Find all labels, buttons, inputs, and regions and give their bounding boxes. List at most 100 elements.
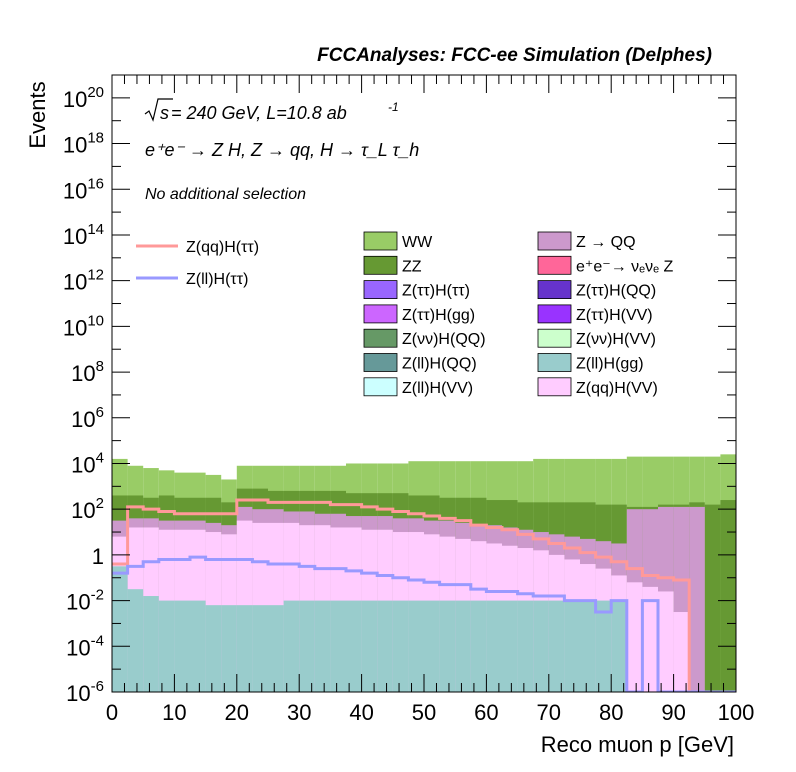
bar-z-ll-h-gg--12	[299, 600, 315, 692]
bar-z-ll-h-gg--32	[611, 600, 627, 692]
legend-swatch	[537, 328, 572, 348]
x-tick-label: 30	[287, 700, 311, 725]
bar-z-qq-h-vv--36	[673, 612, 690, 692]
energy-prefix: s	[160, 103, 169, 123]
legend-swatch	[537, 280, 572, 300]
bar-z-ll-h-gg--25	[502, 600, 518, 692]
legend-label: e⁺e⁻→ νₑνₑ Z	[576, 258, 673, 275]
annotation-block: s = 240 GeV, L=10.8 ab -1 e⁺e⁻ → Z H, Z …	[144, 98, 419, 203]
bar-z-ll-h-gg--15	[346, 600, 362, 692]
legend-swatch	[363, 304, 398, 324]
y-tick-label: 10-6	[66, 678, 104, 706]
bar-z-ll-h-gg--21	[439, 600, 456, 692]
legend-label: Z(ll)H(VV)	[402, 380, 473, 397]
y-tick-label: 106	[71, 404, 104, 432]
bar-z-qq-h-vv--35	[658, 591, 674, 692]
lumi-exponent: -1	[388, 100, 399, 114]
x-tick-label: 70	[537, 700, 561, 725]
y-tick-label: 108	[71, 358, 104, 386]
bar-z-ll-h-gg--31	[595, 600, 612, 692]
legend-label: Z(ll)H(gg)	[576, 356, 644, 373]
legend-label: ZZ	[402, 258, 422, 275]
legend-label: Z(ll)H(QQ)	[402, 356, 477, 373]
bar-z-ll-h-gg--1	[127, 589, 144, 692]
bar-z-ll-h-gg--2	[143, 596, 159, 692]
bar-z-ll-h-gg--4	[174, 600, 190, 692]
bar-z-ll-h-gg--19	[408, 600, 424, 692]
bar-z-ll-h-gg--16	[361, 600, 378, 692]
legend-fills: WW Z → QQ ZZ e⁺e⁻→ νₑνₑ Z Z(ττ)H(ττ) Z(ττ)H(Q…	[363, 231, 673, 397]
bar-z-ll-h-gg--6	[205, 605, 222, 692]
bar-z-ll-h-gg--8	[236, 605, 253, 692]
legend-swatch	[537, 377, 572, 397]
x-tick-label: 0	[106, 700, 118, 725]
bar-z-ll-h-gg--3	[158, 600, 175, 692]
x-tick-label: 50	[412, 700, 436, 725]
axes: 0 10 20 30 40 50 60 70 80 90 10010-610-410-2110210…	[63, 74, 755, 725]
y-tick-label: 10-4	[66, 632, 104, 660]
y-tick-label: 10-2	[66, 587, 104, 615]
legend-swatch	[363, 377, 398, 397]
y-tick-label: 1016	[63, 175, 104, 203]
legend-label: Z(ττ)H(ττ)	[402, 283, 470, 300]
bar-z-ll-h-gg--29	[564, 600, 580, 692]
y-tick-label: 104	[71, 449, 104, 477]
process-text: e⁺e⁻ → Z H, Z → qq, H → τ_L τ_h	[145, 140, 419, 160]
bar-z-ll-h-gg--0	[112, 566, 128, 692]
legend-swatch	[363, 255, 398, 275]
bar-z-ll-h-gg--13	[314, 600, 331, 692]
legend-label: Z → QQ	[576, 234, 636, 251]
legend-swatch	[537, 304, 572, 324]
signal-lines	[112, 498, 736, 692]
x-tick-label: 10	[162, 700, 186, 725]
legend-label: Z(νν)H(QQ)	[402, 331, 486, 348]
bar-zz-39	[720, 500, 736, 692]
selection-text: No additional selection	[145, 186, 306, 203]
line-z-qq-h-	[112, 498, 736, 692]
bar-z-ll-h-gg--27	[533, 600, 549, 692]
legend-swatch	[363, 231, 398, 251]
bar-z-ll-h-gg--5	[190, 600, 206, 692]
x-tick-label: 90	[661, 700, 685, 725]
legend-line-label: Z(ll)H(ττ)	[186, 271, 248, 288]
bar-z-qq-h-vv--33	[626, 582, 643, 692]
x-tick-label: 40	[349, 700, 373, 725]
bar-z-ll-h-gg--17	[377, 600, 393, 692]
legend-label: Z(ττ)H(gg)	[402, 307, 475, 324]
x-tick-label: 60	[474, 700, 498, 725]
sqrt-symbol	[144, 98, 173, 122]
bar-zz-38	[704, 504, 721, 692]
y-tick-label: 1012	[63, 267, 104, 295]
y-tick-label: 1	[92, 544, 104, 569]
legend-swatch	[537, 255, 572, 275]
bar-z-ll-h-gg--7	[221, 605, 237, 692]
legend-label: Z(ττ)H(VV)	[576, 307, 653, 324]
chart-title: FCCAnalyses: FCC-ee Simulation (Delphes)	[317, 45, 712, 66]
bar-z-ll-h-gg--10	[268, 605, 284, 692]
legend-label: WW	[402, 234, 433, 251]
y-tick-label: 1020	[63, 84, 104, 112]
legend-label: Z(qq)H(VV)	[576, 380, 658, 397]
legend-swatch	[363, 280, 398, 300]
legend-lines: Z(qq)H(ττ) Z(ll)H(ττ)	[136, 239, 259, 288]
bar-z-ll-h-gg--11	[283, 600, 300, 692]
bar-z-ll-h-gg--14	[330, 600, 346, 692]
bar-z-ll-h-gg--30	[580, 600, 596, 692]
x-tick-label: 80	[599, 700, 623, 725]
legend-swatch	[537, 353, 572, 372]
y-axis-label: Events	[25, 81, 50, 148]
y-tick-label: 102	[71, 495, 104, 523]
y-tick-label: 1014	[63, 221, 104, 249]
energy-text: = 240 GeV, L=10.8 ab	[171, 103, 347, 123]
x-tick-label: 100	[718, 700, 755, 725]
bar-z-ll-h-gg--24	[486, 600, 502, 692]
bar-z-ll-h-gg--20	[424, 600, 440, 692]
bar-z-ll-h-gg--22	[455, 600, 471, 692]
x-axis-label: Reco muon p [GeV]	[541, 732, 734, 757]
legend-swatch	[363, 353, 398, 372]
bar-z-qq-h-vv--34	[642, 586, 658, 692]
x-tick-label: 20	[225, 700, 249, 725]
y-tick-label: 1010	[63, 312, 104, 340]
legend-line-label: Z(qq)H(ττ)	[186, 239, 259, 256]
